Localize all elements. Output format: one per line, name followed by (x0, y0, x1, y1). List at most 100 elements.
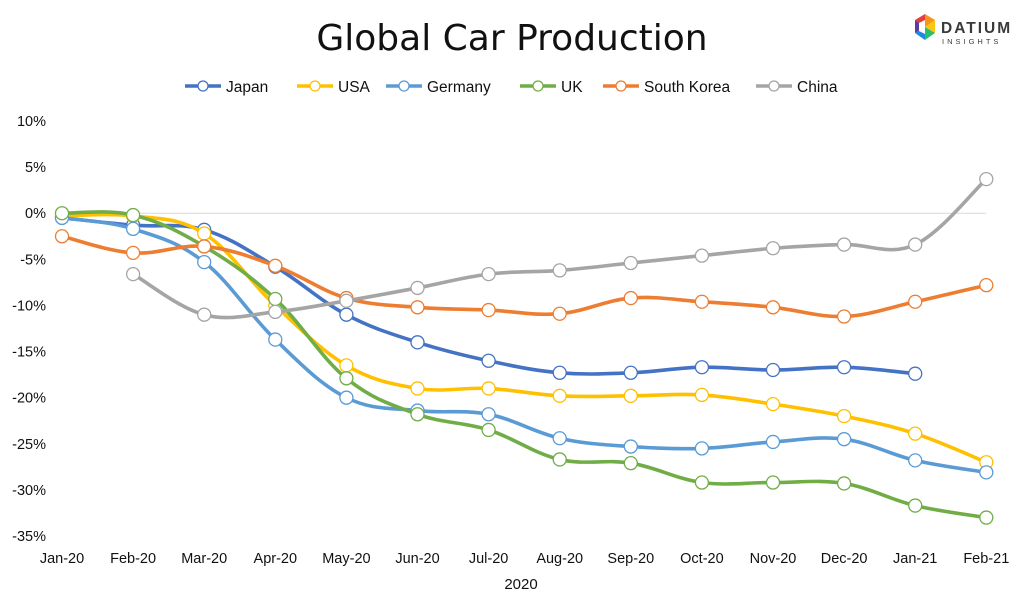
x-tick-label: Oct-20 (680, 551, 724, 567)
data-point (979, 171, 994, 187)
data-point (836, 476, 852, 491)
plot-area (54, 171, 994, 525)
data-point (623, 290, 638, 306)
x-tick-label: Aug-20 (536, 551, 583, 567)
legend-marker (197, 80, 209, 92)
legend-label: USA (338, 79, 371, 96)
data-point (694, 248, 710, 263)
data-point (54, 206, 70, 221)
legend-label: China (797, 79, 838, 96)
legend-label: Japan (226, 79, 268, 96)
data-point (268, 291, 283, 307)
x-tick-label: Jan-21 (893, 551, 937, 567)
data-point (410, 335, 425, 350)
data-point (125, 207, 141, 223)
data-point (836, 237, 852, 252)
x-tick-label: Nov-20 (750, 551, 797, 567)
data-point (623, 439, 638, 454)
y-tick-label: -35% (12, 529, 46, 545)
legend-label: South Korea (644, 79, 731, 96)
data-point (268, 332, 283, 347)
data-point (623, 365, 638, 380)
legend-marker (532, 80, 544, 92)
data-point (694, 387, 710, 403)
data-point (481, 302, 496, 318)
x-axis-title: 2020 (504, 576, 537, 593)
legend-marker (615, 80, 627, 92)
legend-item-uk: UK (520, 79, 583, 96)
series-line-japan (60, 216, 917, 376)
data-point (908, 453, 923, 468)
data-point (908, 498, 923, 513)
data-point (908, 366, 923, 381)
data-point (694, 441, 710, 456)
y-tick-label: -20% (12, 391, 46, 407)
data-point (694, 475, 710, 490)
x-tick-label: Mar-20 (181, 551, 227, 567)
data-point (197, 254, 212, 270)
y-tick-label: 10% (17, 114, 46, 130)
data-point (623, 455, 638, 471)
data-point (339, 390, 354, 405)
data-point (339, 307, 354, 322)
data-point (836, 408, 852, 424)
data-point (481, 381, 496, 396)
data-point (765, 396, 781, 412)
data-point (410, 381, 425, 396)
x-tick-label: Dec-20 (821, 551, 868, 567)
data-point (765, 241, 781, 256)
x-axis: Jan-20 Feb-20 Mar-20 Apr-20 May-20 Jun-20 Jul-… (40, 551, 1009, 567)
data-point (197, 307, 212, 322)
data-point (339, 293, 354, 308)
data-point (125, 245, 141, 261)
series-south-korea (54, 229, 994, 324)
data-point (410, 300, 425, 315)
data-point (552, 431, 567, 446)
data-point (694, 294, 710, 309)
data-point (979, 510, 994, 525)
data-point (552, 263, 567, 278)
legend-item-japan: Japan (185, 79, 268, 96)
data-point (979, 278, 994, 293)
series-germany (54, 210, 994, 480)
data-point (54, 229, 70, 244)
data-point (552, 306, 567, 321)
data-point (125, 221, 141, 237)
chart-title: Global Car Production (316, 18, 707, 59)
data-point (410, 407, 425, 422)
x-tick-label: Jan-20 (40, 551, 84, 567)
data-point (765, 475, 781, 490)
data-point (836, 360, 852, 375)
y-axis: 10% 5% 0% -5% -10% -15% -20% -25% -30% -35% (12, 114, 46, 545)
data-point (552, 388, 567, 403)
brand-tagline: INSIGHTS (942, 37, 1001, 46)
data-point (410, 280, 425, 296)
data-point (623, 388, 638, 403)
series-line-uk (60, 210, 989, 520)
legend-item-china: China (756, 79, 838, 96)
data-point (765, 300, 781, 315)
x-tick-label: Feb-20 (110, 551, 156, 567)
x-tick-label: Sep-20 (607, 551, 654, 567)
data-point (694, 360, 710, 375)
data-point (623, 255, 638, 271)
series-line-china (131, 177, 989, 320)
data-point (908, 237, 923, 252)
x-tick-label: Apr-20 (254, 551, 298, 567)
data-point (481, 422, 496, 438)
legend-marker (309, 80, 321, 92)
y-tick-label: 0% (25, 206, 46, 222)
legend-marker (398, 80, 410, 92)
legend: Japan USA Germany UK South Korea China (185, 79, 838, 96)
data-point (125, 266, 141, 282)
series-line-germany (60, 216, 989, 475)
brand-logo: DATIUM INSIGHTS (915, 14, 1010, 46)
y-tick-label: -25% (12, 437, 46, 453)
data-point (836, 309, 852, 324)
data-point (552, 365, 567, 380)
y-tick-label: -15% (12, 345, 46, 361)
legend-label: Germany (427, 79, 491, 96)
series-line-usa (60, 212, 989, 464)
x-tick-label: Jul-20 (469, 551, 509, 567)
legend-item-usa: USA (297, 79, 371, 96)
